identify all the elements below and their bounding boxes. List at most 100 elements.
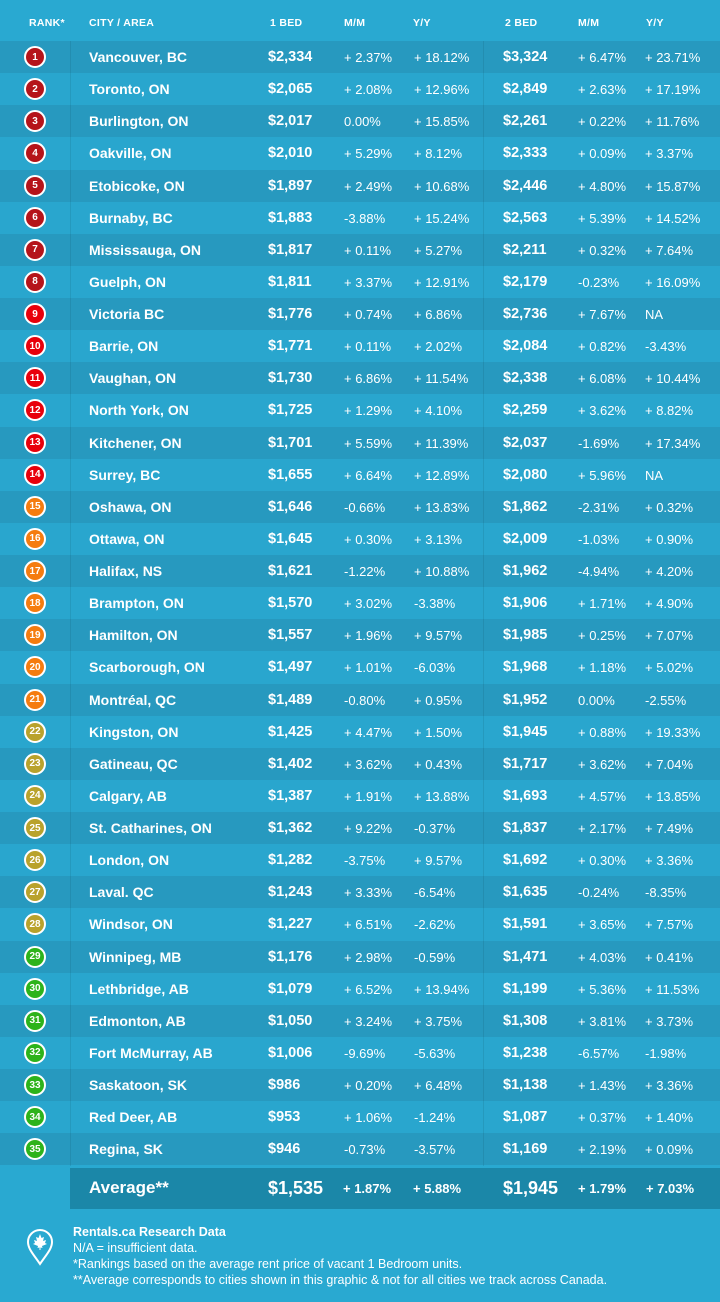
cell-city: Etobicoke, ON (89, 177, 185, 194)
cell-yy-1bed: -6.54% (414, 885, 456, 901)
average-row: Average** $1,535 + 1.87% + 5.88% $1,945 … (70, 1168, 720, 1209)
table-row: 26 London, ON $1,282 -3.75% + 9.57% $1,692 + 0… (0, 844, 720, 877)
rank-badge: 19 (24, 624, 46, 647)
cell-city: Ottawa, ON (89, 530, 165, 547)
cell-mm-1bed: + 9.22% (344, 821, 393, 836)
cell-city: Red Deer, AB (89, 1109, 178, 1126)
average-yy-1bed: + 5.88% (413, 1181, 462, 1196)
cell-yy-1bed: + 1.50% (414, 724, 463, 740)
average-label: Average** (89, 1178, 169, 1197)
cell-yy-2bed: + 5.02% (645, 660, 694, 676)
cell-yy-1bed: + 10.68% (414, 178, 470, 194)
cell-yy-2bed: + 8.82% (645, 403, 694, 419)
table-row: 17 Halifax, NS $1,621 -1.22% + 10.88% $1,962 -… (0, 555, 720, 588)
cell-yy-1bed: + 10.88% (414, 564, 470, 579)
rankings-table: 1 Vancouver, BC $2,334 + 2.37% + 18.12% $3,32… (0, 41, 720, 1166)
cell-2bed: $2,037 (503, 434, 548, 451)
cell-1bed: $1,362 (268, 820, 313, 836)
rank-badge: 16 (24, 527, 46, 550)
cell-city: St. Catharines, ON (89, 820, 212, 836)
table-row: 32 Fort McMurray, AB $1,006 -9.69% -5.63% $1,… (0, 1036, 720, 1069)
cell-yy-2bed: + 7.04% (645, 756, 694, 772)
cell-yy-2bed: + 7.07% (645, 628, 694, 644)
cell-city: Oshawa, ON (89, 498, 172, 515)
cell-city: Calgary, AB (89, 787, 167, 804)
cell-1bed: $953 (268, 1109, 301, 1126)
cell-1bed: $1,776 (268, 306, 313, 322)
cell-2bed: $1,862 (503, 498, 548, 515)
cell-mm-1bed: + 1.06% (344, 1110, 393, 1126)
rank-badge: 3 (24, 110, 46, 133)
header-yy-1bed: Y/Y (413, 17, 431, 29)
rank-badge: 35 (24, 1138, 46, 1161)
cell-mm-1bed: + 5.59% (344, 435, 393, 451)
cell-1bed: $986 (268, 1077, 301, 1093)
cell-mm-2bed: + 7.67% (578, 307, 627, 322)
cell-yy-1bed: -0.59% (414, 949, 456, 965)
rank-badge: 8 (24, 270, 46, 293)
table-row: 14 Surrey, BC $1,655 + 6.64% + 12.89% $2,080 +… (0, 458, 720, 491)
cell-1bed: $1,645 (268, 530, 313, 547)
cell-yy-1bed: -3.57% (414, 1142, 456, 1158)
cell-yy-2bed: + 13.85% (645, 788, 701, 804)
cell-city: Kingston, ON (89, 723, 179, 740)
cell-1bed: $1,227 (268, 916, 313, 933)
cell-mm-2bed: -0.24% (578, 885, 620, 901)
cell-yy-1bed: + 13.88% (414, 788, 470, 804)
cell-city: Mississauga, ON (89, 241, 202, 258)
map-pin-maple-leaf-icon (26, 1229, 54, 1266)
rank-badge: 28 (24, 913, 46, 936)
cell-yy-2bed: -1.98% (645, 1045, 687, 1061)
rank-badge: 31 (24, 1009, 46, 1032)
cell-mm-1bed: -0.80% (344, 692, 386, 708)
cell-mm-2bed: + 6.08% (578, 371, 627, 387)
cell-city: Kitchener, ON (89, 434, 182, 451)
cell-2bed: $2,211 (503, 241, 547, 258)
table-row: 9 Victoria BC $1,776 + 0.74% + 6.86% $2,736 + … (0, 298, 720, 331)
rank-badge: 13 (24, 431, 46, 454)
cell-yy-2bed: + 17.34% (645, 435, 701, 451)
cell-city: Vancouver, BC (89, 49, 188, 65)
cell-2bed: $1,962 (503, 563, 548, 579)
rank-badge: 21 (24, 688, 46, 711)
rank-badge: 10 (24, 335, 46, 358)
cell-yy-1bed: + 9.57% (414, 628, 463, 644)
cell-yy-1bed: + 6.48% (414, 1078, 463, 1093)
cell-mm-2bed: + 3.81% (578, 1013, 627, 1029)
cell-mm-2bed: + 3.65% (578, 917, 627, 933)
rank-badge: 9 (24, 303, 46, 325)
cell-1bed: $2,065 (268, 81, 313, 98)
cell-city: North York, ON (89, 402, 189, 419)
cell-2bed: $2,261 (503, 113, 548, 130)
cell-1bed: $1,402 (268, 755, 313, 772)
cell-mm-1bed: -3.75% (344, 853, 386, 869)
cell-mm-1bed: + 6.64% (344, 467, 393, 483)
table-row: 6 Burnaby, BC $1,883 -3.88% + 15.24% $2,563 + … (0, 201, 720, 234)
cell-mm-2bed: + 3.62% (578, 403, 627, 419)
cell-mm-2bed: + 4.03% (578, 949, 627, 965)
rank-badge: 2 (24, 78, 46, 101)
average-2bed: $1,945 (503, 1178, 559, 1198)
cell-city: Montréal, QC (89, 691, 177, 708)
header-2bed: 2 BED (505, 17, 538, 29)
table-header: RANK* CITY / AREA 1 BED M/M Y/Y 2 BED M/… (0, 0, 720, 41)
cell-mm-2bed: + 0.30% (578, 853, 627, 869)
cell-yy-2bed: + 0.41% (645, 949, 694, 965)
cell-mm-2bed: + 0.88% (578, 724, 627, 740)
cell-mm-1bed: -1.22% (344, 564, 386, 579)
cell-1bed: $1,557 (268, 627, 313, 644)
cell-yy-1bed: + 3.75% (414, 1013, 463, 1029)
cell-2bed: $2,084 (503, 338, 548, 355)
cell-mm-1bed: -9.69% (344, 1045, 386, 1061)
table-row: 12 North York, ON $1,725 + 1.29% + 4.10% $2,2… (0, 394, 720, 427)
cell-mm-1bed: + 1.01% (344, 660, 393, 676)
table-row: 4 Oakville, ON $2,010 + 5.29% + 8.12% $2,333 +… (0, 137, 720, 170)
cell-city: Windsor, ON (89, 916, 173, 933)
rank-badge: 4 (24, 142, 46, 165)
cell-mm-2bed: 0.00% (578, 692, 615, 708)
rank-badge: 18 (24, 592, 46, 615)
table-row: 3 Burlington, ON $2,017 0.00% + 15.85% $2,261… (0, 105, 720, 138)
header-1bed: 1 BED (270, 17, 303, 29)
table-row: 33 Saskatoon, SK $986 + 0.20% + 6.48% $1,138 +… (0, 1069, 720, 1102)
cell-yy-1bed: -3.38% (414, 596, 456, 612)
